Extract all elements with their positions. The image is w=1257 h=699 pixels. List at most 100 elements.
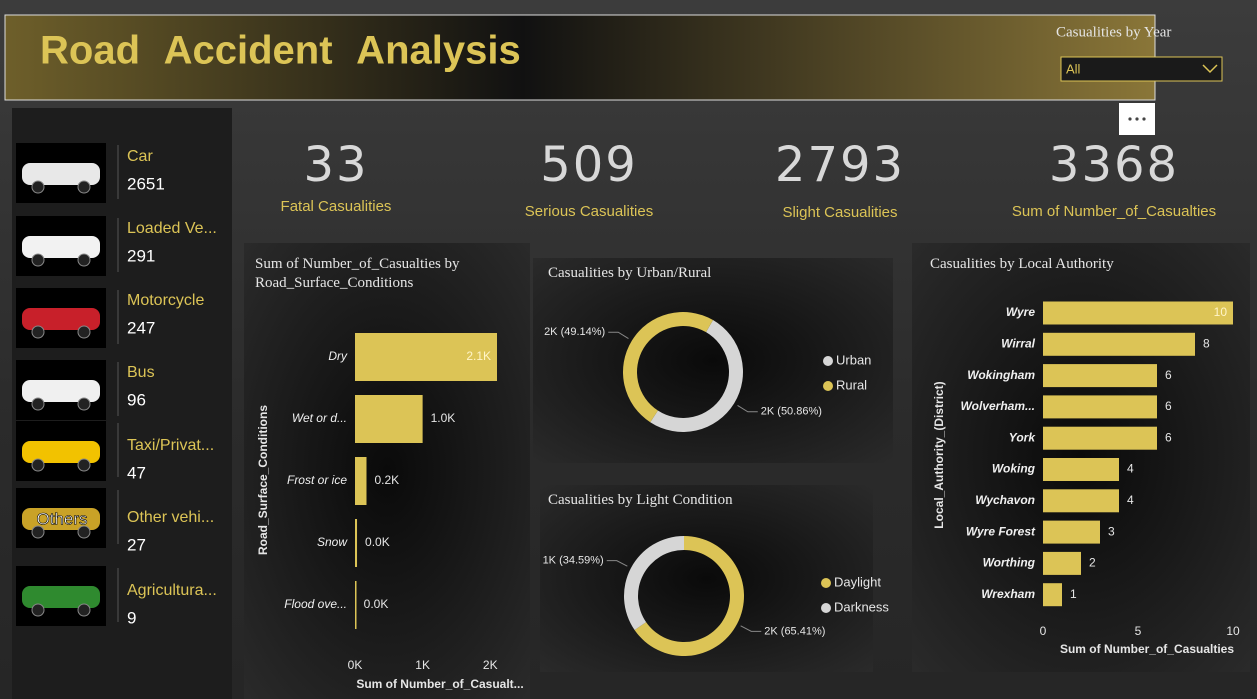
vehicle-value: 27 [127,535,146,554]
value-label: 4 [1127,493,1134,507]
value-label: 2.1K [466,349,491,363]
legend-label: Darkness [834,599,889,614]
header-title: Road Accident Analysis [40,29,521,73]
value-label: 3 [1108,524,1115,538]
category-label: Flood ove... [284,597,347,611]
vehicle-icon [22,163,100,185]
category-label: Frost or ice [287,473,347,487]
category-label: Wet or d... [292,411,347,425]
kpi-label: Serious Casualities [525,203,653,220]
vehicle-value: 2651 [127,174,165,193]
donut-slice [650,320,743,432]
donut-slice [624,536,684,631]
filter-dropdown[interactable] [1060,56,1223,82]
kpi-value: 509 [540,137,638,193]
leader-line [608,331,629,339]
value-label: 2K (50.86%) [761,406,822,418]
value-label: 1K (34.59%) [543,555,604,567]
legend-label: Daylight [834,574,881,589]
kpi-label: Slight Casualities [782,204,897,221]
legend-marker [823,356,833,366]
vehicle-name: Bus [127,364,155,381]
vehicle-wheel [77,325,91,339]
filter-value: All [1066,61,1081,76]
bar [1043,395,1157,419]
vehicle-value: 96 [127,390,146,409]
bar [355,519,358,567]
value-label: 2K (49.14%) [544,326,605,338]
value-label: 6 [1165,399,1172,413]
vehicle-icon [22,586,100,608]
value-label: 2K (65.41%) [764,625,825,637]
legend-label: Rural [836,377,867,392]
kpi-value: 2793 [775,137,905,193]
header-box [4,14,1156,101]
bar [1043,301,1233,325]
legend-marker [821,578,831,588]
bar [355,581,357,629]
vehicle-wheel [77,253,91,267]
vehicle-wheel [31,325,45,339]
vehicle-wheel [77,458,91,472]
x-tick-label: 5 [1135,624,1142,638]
category-label: Worthing [983,556,1036,570]
x-tick-label: 0 [1040,624,1047,638]
category-label: Wirral [1001,336,1036,350]
vehicle-value: 9 [127,608,136,627]
x-tick-label: 0K [348,658,363,672]
category-label: Wyre [1006,305,1035,319]
vehicle-wheel [31,458,45,472]
vehicle-name: Agricultura... [127,582,217,599]
vehicle-icon [22,441,100,463]
vehicle-icon [22,380,100,402]
leader-line [740,625,762,632]
legend-marker [823,381,833,391]
category-label: Wolverham... [961,399,1035,413]
value-label: 0.2K [374,473,399,487]
leader-line [737,405,758,413]
category-label: Woking [992,462,1036,476]
category-label: Wokingham [967,368,1035,382]
vehicle-wheel [31,253,45,267]
vehicle-name: Motorcycle [127,292,204,309]
legend-marker [821,603,831,613]
vehicle-name: Car [127,148,153,165]
vehicle-name: Taxi/Privat... [127,437,214,454]
panel [533,258,893,463]
vehicle-wheel [77,603,91,617]
more-dots [1128,117,1146,121]
value-label: 2 [1089,556,1096,570]
vehicle-wheel [31,180,45,194]
vehicle-value: 247 [127,318,155,337]
vehicle-name: Other vehi... [127,509,214,526]
vehicle-wheel [77,525,91,539]
category-label: Wychavon [975,493,1035,507]
chart-title: Casualities by Local Authority [930,256,1114,272]
vehicle-wheel [31,525,45,539]
bar [1043,520,1100,544]
vehicle-image-label: Others [36,509,87,528]
value-label: 4 [1127,462,1134,476]
bar [1043,458,1119,481]
donut-slice [622,311,713,423]
leader-line [606,560,628,567]
x-tick-label: 2K [483,658,498,672]
vehicle-value: 291 [127,246,155,265]
value-label: 6 [1165,430,1172,444]
chart-title: Casualities by Light Condition [548,492,733,508]
value-label: 10 [1214,305,1228,319]
x-axis-label: Sum of Number_of_Casualties [1060,642,1234,656]
kpi-value: 3368 [1049,137,1179,193]
bar [1043,489,1119,513]
bar [355,395,423,443]
x-tick-label: 10 [1226,624,1240,638]
kpi-label: Fatal Casualities [281,198,392,215]
chart-title: Sum of Number_of_Casualties by Road_Surf… [255,256,460,291]
value-label: 0.0K [365,535,390,549]
value-label: 8 [1203,336,1210,350]
chart-title: Casualities by Urban/Rural [548,265,712,281]
kpi-value: 33 [303,137,368,193]
bar [1043,364,1157,388]
